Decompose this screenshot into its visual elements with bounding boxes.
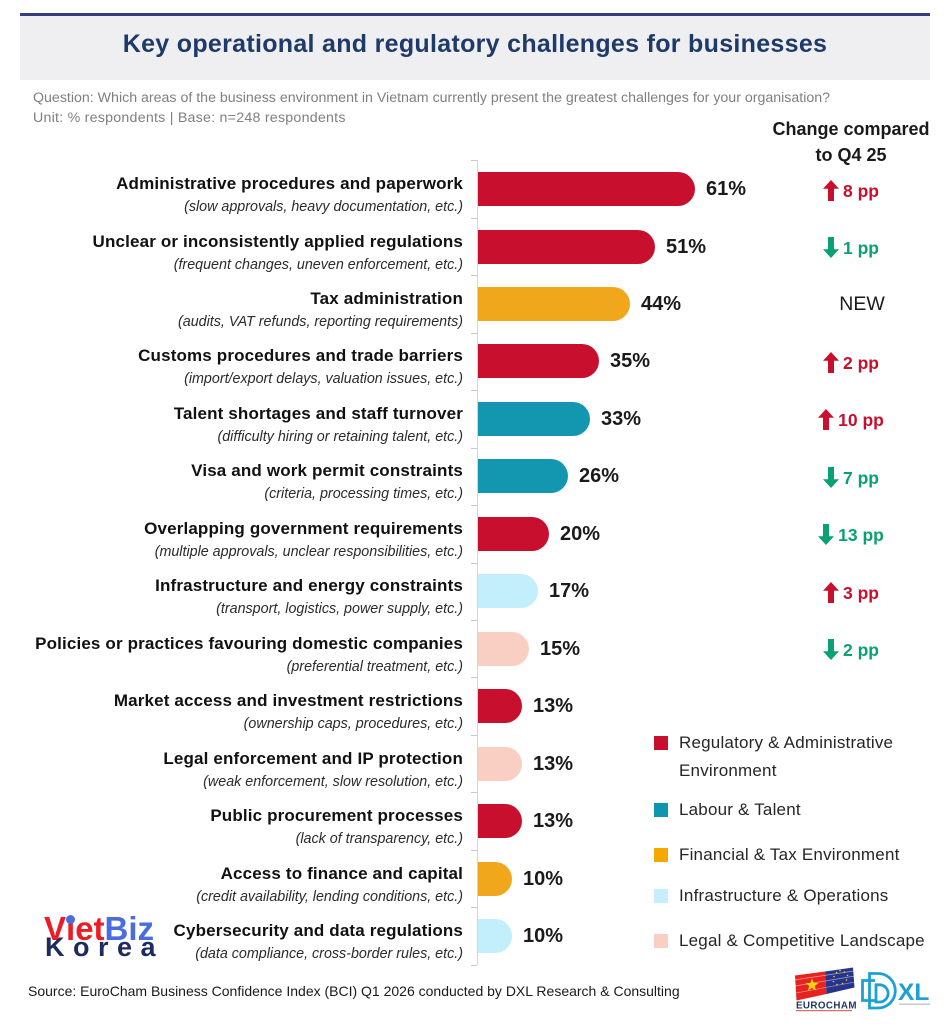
svg-text:EUROCHAM: EUROCHAM	[796, 1001, 857, 1012]
svg-text:XL: XL	[898, 979, 929, 1006]
